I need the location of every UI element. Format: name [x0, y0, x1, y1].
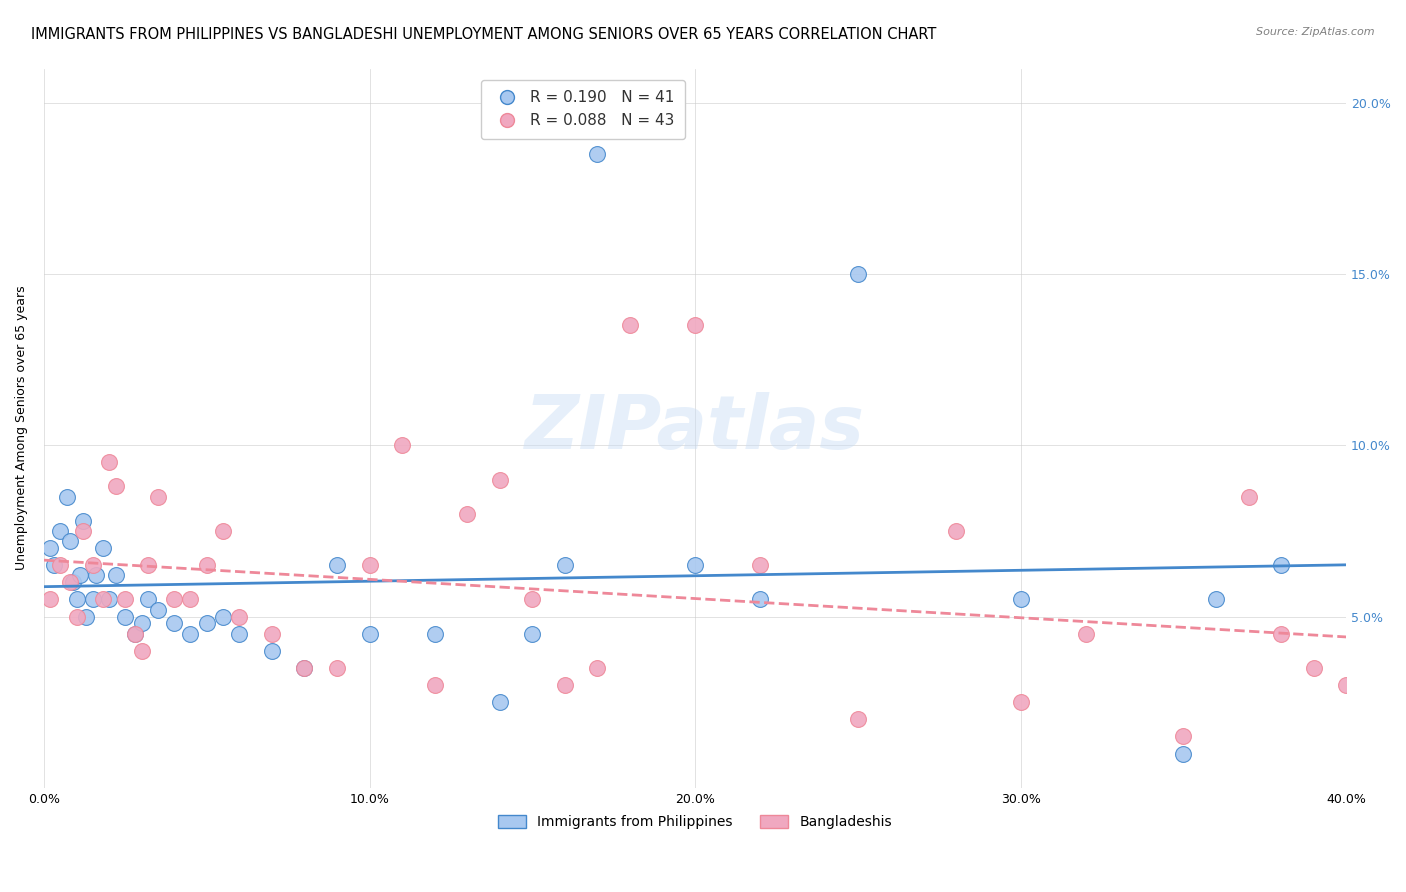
Point — [294, 661, 316, 675]
Point — [131, 644, 153, 658]
Point — [131, 616, 153, 631]
Point — [114, 592, 136, 607]
Point — [586, 661, 609, 675]
Point — [104, 568, 127, 582]
Point — [1270, 558, 1292, 573]
Point — [124, 626, 146, 640]
Point — [1205, 592, 1227, 607]
Point — [212, 524, 235, 538]
Point — [195, 558, 218, 573]
Point — [359, 626, 381, 640]
Point — [62, 575, 84, 590]
Text: ZIPatlas: ZIPatlas — [524, 392, 865, 465]
Point — [179, 626, 201, 640]
Point — [683, 318, 706, 333]
Point — [423, 678, 446, 692]
Point — [49, 524, 72, 538]
Point — [72, 524, 94, 538]
Point — [124, 626, 146, 640]
Point — [114, 609, 136, 624]
Point — [228, 626, 250, 640]
Point — [846, 267, 869, 281]
Point — [75, 609, 97, 624]
Point — [146, 603, 169, 617]
Point — [1336, 678, 1358, 692]
Point — [1237, 490, 1260, 504]
Point — [69, 568, 91, 582]
Point — [55, 490, 77, 504]
Point — [39, 592, 62, 607]
Point — [326, 661, 349, 675]
Point — [65, 609, 87, 624]
Point — [260, 644, 283, 658]
Point — [228, 609, 250, 624]
Point — [59, 534, 82, 549]
Point — [749, 558, 772, 573]
Point — [72, 514, 94, 528]
Point — [554, 558, 576, 573]
Point — [522, 626, 544, 640]
Point — [91, 592, 114, 607]
Point — [326, 558, 349, 573]
Point — [82, 558, 104, 573]
Point — [163, 592, 186, 607]
Point — [136, 558, 159, 573]
Point — [1173, 730, 1195, 744]
Point — [554, 678, 576, 692]
Point — [1010, 592, 1032, 607]
Point — [488, 473, 510, 487]
Point — [212, 609, 235, 624]
Point — [1010, 695, 1032, 709]
Point — [39, 541, 62, 555]
Point — [260, 626, 283, 640]
Point — [749, 592, 772, 607]
Point — [619, 318, 641, 333]
Point — [146, 490, 169, 504]
Point — [91, 541, 114, 555]
Point — [163, 616, 186, 631]
Point — [1074, 626, 1097, 640]
Point — [586, 147, 609, 161]
Point — [683, 558, 706, 573]
Text: IMMIGRANTS FROM PHILIPPINES VS BANGLADESHI UNEMPLOYMENT AMONG SENIORS OVER 65 YE: IMMIGRANTS FROM PHILIPPINES VS BANGLADES… — [31, 27, 936, 42]
Point — [42, 558, 65, 573]
Point — [391, 438, 413, 452]
Point — [84, 568, 107, 582]
Point — [846, 712, 869, 726]
Point — [488, 695, 510, 709]
Point — [1270, 626, 1292, 640]
Point — [522, 592, 544, 607]
Point — [359, 558, 381, 573]
Point — [423, 626, 446, 640]
Point — [1400, 712, 1406, 726]
Point — [104, 479, 127, 493]
Point — [82, 592, 104, 607]
Y-axis label: Unemployment Among Seniors over 65 years: Unemployment Among Seniors over 65 years — [15, 285, 28, 571]
Point — [98, 455, 121, 469]
Point — [98, 592, 121, 607]
Point — [1302, 661, 1324, 675]
Point — [456, 507, 478, 521]
Text: Source: ZipAtlas.com: Source: ZipAtlas.com — [1257, 27, 1375, 37]
Point — [65, 592, 87, 607]
Point — [294, 661, 316, 675]
Point — [195, 616, 218, 631]
Point — [179, 592, 201, 607]
Point — [136, 592, 159, 607]
Legend: Immigrants from Philippines, Bangladeshis: Immigrants from Philippines, Bangladeshi… — [492, 810, 897, 835]
Point — [59, 575, 82, 590]
Point — [49, 558, 72, 573]
Point — [1173, 747, 1195, 761]
Point — [945, 524, 967, 538]
